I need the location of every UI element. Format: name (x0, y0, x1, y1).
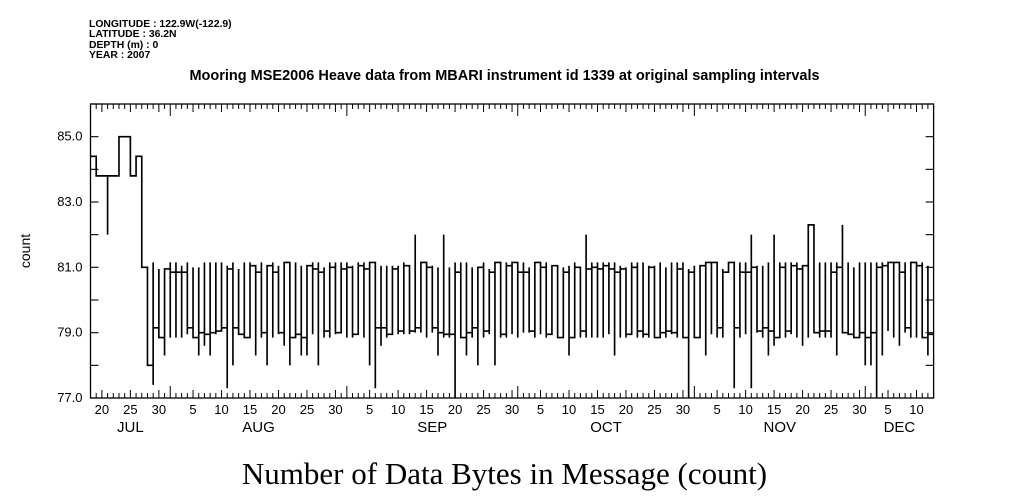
svg-text:25: 25 (300, 402, 314, 417)
svg-text:10: 10 (562, 402, 576, 417)
svg-text:30: 30 (328, 402, 342, 417)
svg-text:20: 20 (95, 402, 109, 417)
svg-text:20: 20 (795, 402, 809, 417)
svg-text:5: 5 (537, 402, 544, 417)
svg-text:10: 10 (391, 402, 405, 417)
svg-text:25: 25 (647, 402, 661, 417)
svg-text:10: 10 (909, 402, 923, 417)
svg-text:5: 5 (884, 402, 891, 417)
svg-text:10: 10 (738, 402, 752, 417)
svg-text:20: 20 (271, 402, 285, 417)
svg-text:SEP: SEP (417, 419, 447, 436)
svg-text:NOV: NOV (764, 419, 797, 436)
svg-text:5: 5 (714, 402, 721, 417)
svg-text:79.0: 79.0 (57, 325, 82, 340)
svg-text:10: 10 (214, 402, 228, 417)
svg-text:count: count (17, 234, 33, 268)
svg-text:15: 15 (243, 402, 257, 417)
svg-text:15: 15 (767, 402, 781, 417)
svg-text:85.0: 85.0 (57, 129, 82, 144)
svg-text:30: 30 (505, 402, 519, 417)
svg-text:25: 25 (476, 402, 490, 417)
svg-text:15: 15 (590, 402, 604, 417)
svg-text:OCT: OCT (590, 419, 622, 436)
svg-text:30: 30 (852, 402, 866, 417)
svg-text:83.0: 83.0 (57, 194, 82, 209)
svg-text:JUL: JUL (117, 419, 144, 436)
svg-text:5: 5 (366, 402, 373, 417)
svg-text:30: 30 (676, 402, 690, 417)
svg-text:77.0: 77.0 (57, 390, 82, 405)
svg-text:25: 25 (123, 402, 137, 417)
svg-text:DEC: DEC (884, 419, 916, 436)
svg-text:5: 5 (189, 402, 196, 417)
svg-text:AUG: AUG (242, 419, 275, 436)
svg-text:30: 30 (152, 402, 166, 417)
svg-text:20: 20 (448, 402, 462, 417)
svg-text:15: 15 (419, 402, 433, 417)
svg-text:25: 25 (824, 402, 838, 417)
svg-text:81.0: 81.0 (57, 259, 82, 274)
svg-text:20: 20 (619, 402, 633, 417)
